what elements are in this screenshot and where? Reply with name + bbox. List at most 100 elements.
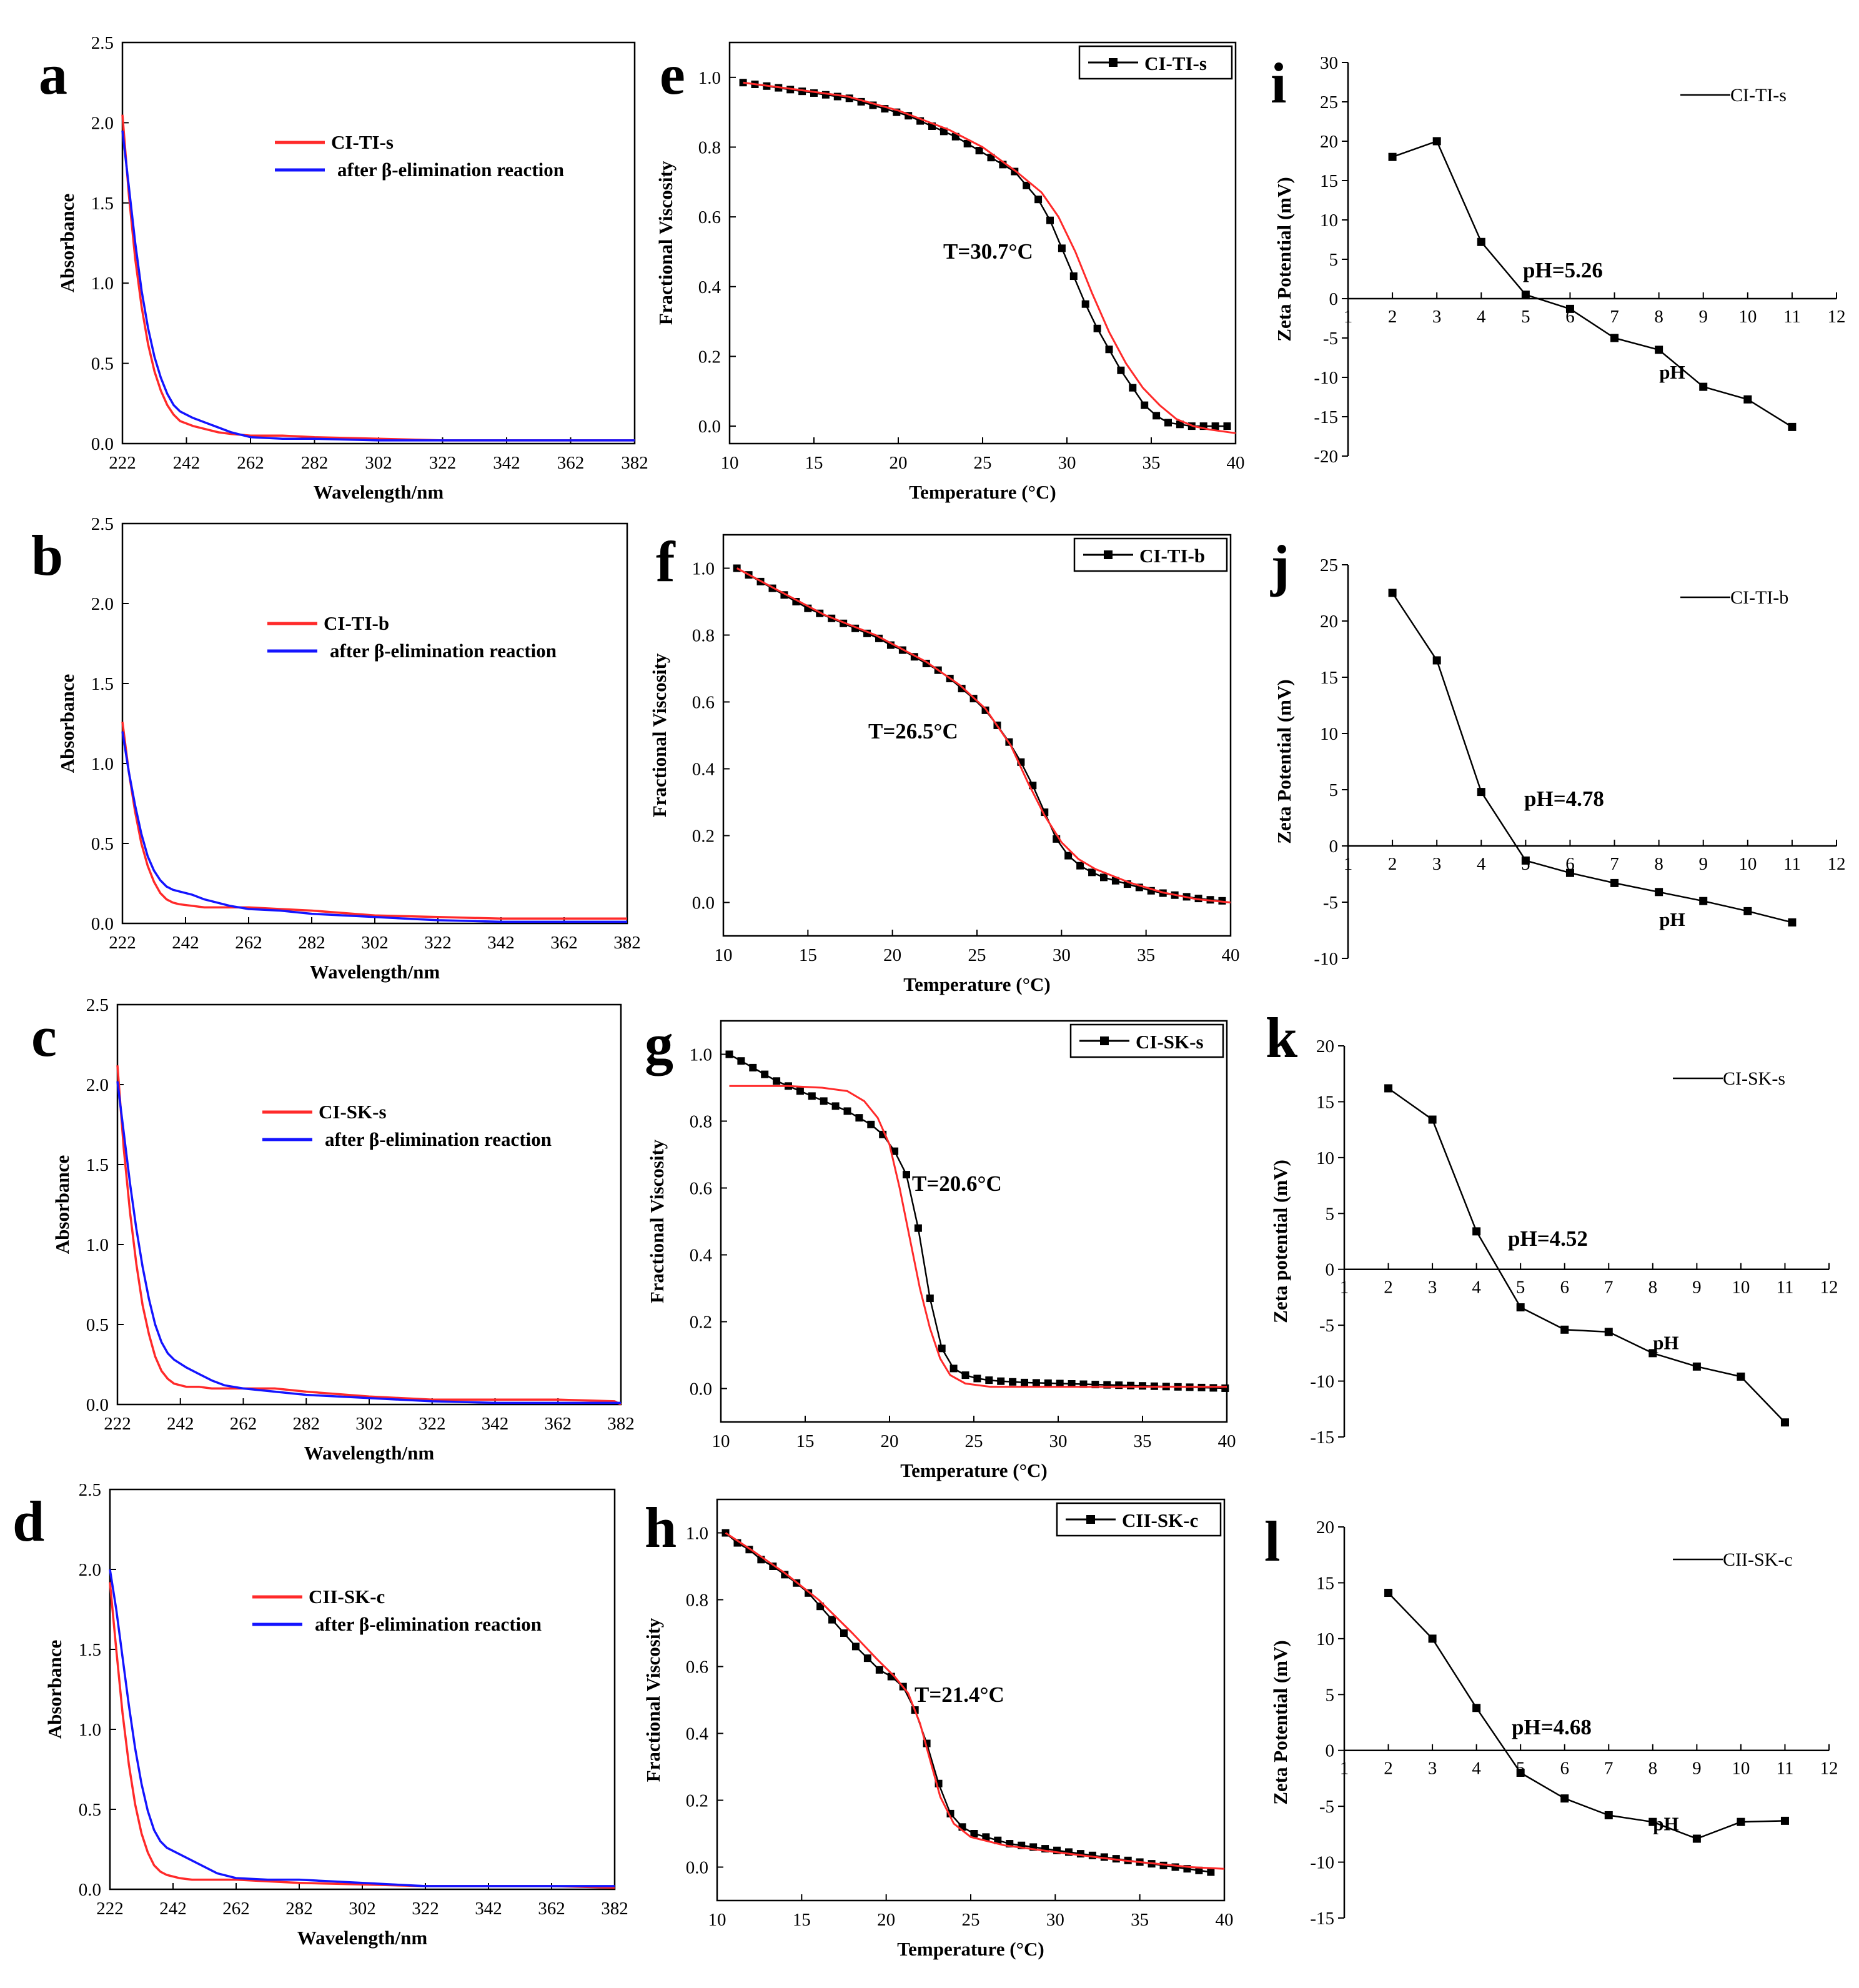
- y-tick-label: 0.8: [698, 137, 721, 157]
- data-point-marker: [1477, 237, 1485, 246]
- data-point-marker: [1692, 1834, 1701, 1843]
- data-point-marker: [1044, 1379, 1052, 1387]
- legend-marker: [1086, 1515, 1095, 1524]
- data-point-marker: [1384, 1084, 1393, 1093]
- x-axis-label: Temperature (°C): [909, 481, 1056, 503]
- y-tick-label: 0.0: [692, 893, 715, 913]
- y-tick-label: 20: [1316, 1518, 1334, 1538]
- data-point-marker: [1076, 862, 1084, 870]
- series-line-fit: [725, 1532, 1225, 1870]
- x-tick-label: 35: [1143, 453, 1161, 473]
- y-axis-label: Zeta Potential (mV): [1273, 177, 1295, 341]
- legend-marker: [1100, 1036, 1109, 1045]
- data-point-marker: [1432, 137, 1441, 146]
- x-tick-label: 8: [1648, 1759, 1658, 1779]
- plot-frame: [109, 1488, 616, 1891]
- panel-g: g 10 15 20 25 30 35 40 0.0 0.2 0.4 0.6 0.8 1.0 Tempera…: [645, 1012, 1236, 1481]
- series-line-fit: [729, 1085, 1227, 1388]
- data-point-marker: [863, 1654, 871, 1662]
- x-tick-label: 222: [109, 453, 136, 473]
- y-tick-label: 0: [1329, 289, 1339, 309]
- y-tick-label: 1.0: [698, 68, 721, 88]
- x-tick-label: 9: [1692, 1278, 1702, 1298]
- x-tick-label: 342: [475, 1899, 502, 1919]
- x-tick-label: 1: [1340, 1759, 1349, 1779]
- data-point-marker: [851, 1643, 860, 1651]
- x-tick-label: 222: [96, 1899, 124, 1919]
- x-tick-label: 40: [1216, 1910, 1234, 1930]
- data-point-marker: [1223, 422, 1231, 430]
- y-tick-label: 20: [1320, 132, 1338, 152]
- x-tick-label: 25: [962, 1910, 980, 1930]
- x-tick-label: 362: [538, 1899, 565, 1919]
- y-axis-label: Fractional Viscosity: [655, 161, 677, 325]
- y-tick-label: 10: [1316, 1148, 1334, 1168]
- x-tick-label: 15: [805, 453, 823, 473]
- y-tick-label: -15: [1310, 1428, 1334, 1448]
- x-tick-label: 3: [1428, 1278, 1437, 1298]
- x-tick-label: 322: [419, 1414, 446, 1434]
- y-tick-label: 5: [1329, 250, 1339, 270]
- y-tick-label: 0.0: [698, 417, 721, 437]
- data-point-marker: [1648, 1817, 1657, 1826]
- x-tick-label: 242: [167, 1414, 194, 1434]
- y-tick-label: 0.5: [91, 834, 114, 854]
- y-tick-label: 2.0: [91, 113, 114, 133]
- panel-e: e 10 15 20 25 30 35 40 0.0 0.2 0.4 0.6 0.8 1.0 Tempera…: [655, 41, 1245, 503]
- data-point-marker: [733, 564, 741, 572]
- data-point-marker: [1032, 1379, 1040, 1387]
- data-point-marker: [963, 139, 971, 147]
- y-tick-label: 0.8: [686, 1591, 708, 1611]
- data-point-marker: [1009, 1378, 1017, 1386]
- x-tick-label: 302: [365, 453, 392, 473]
- data-point-marker: [1068, 1380, 1076, 1388]
- data-point-marker: [796, 1087, 804, 1095]
- x-axis-label: Temperature (°C): [897, 1938, 1044, 1960]
- x-tick-label: 11: [1783, 307, 1801, 327]
- data-point-marker: [1023, 181, 1031, 189]
- x-tick-label: 2: [1384, 1759, 1393, 1779]
- x-tick-label: 382: [613, 933, 641, 953]
- data-point-marker: [1780, 1816, 1789, 1825]
- data-point-marker: [1432, 656, 1441, 665]
- data-point-marker: [939, 127, 948, 136]
- x-tick-label: 3: [1432, 307, 1442, 327]
- x-tick-label: 11: [1776, 1759, 1793, 1779]
- y-tick-label: 0.4: [686, 1724, 709, 1744]
- x-tick-label: 10: [1732, 1278, 1750, 1298]
- x-tick-label: 262: [237, 453, 264, 473]
- y-axis-label: Absorbance: [51, 1155, 73, 1254]
- series-line-data: [736, 567, 1222, 902]
- x-tick-label: 302: [349, 1899, 376, 1919]
- y-tick-label: 2.5: [79, 1480, 101, 1500]
- x-tick-label: 30: [1049, 1431, 1068, 1451]
- transition-temp-annotation: T=30.7°C: [943, 239, 1033, 264]
- y-tick-label: 0.0: [79, 1880, 101, 1900]
- series-line-data: [1392, 592, 1793, 923]
- panel-letter: l: [1264, 1509, 1281, 1573]
- x-tick-label: 12: [1820, 1278, 1838, 1298]
- data-point-marker: [1604, 1811, 1613, 1819]
- x-tick-label: 7: [1604, 1759, 1614, 1779]
- x-tick-label: 362: [550, 933, 578, 953]
- data-point-marker: [926, 1295, 934, 1303]
- x-tick-label: 282: [301, 453, 329, 473]
- x-tick-label: 262: [222, 1899, 250, 1919]
- data-point-marker: [1560, 1325, 1569, 1334]
- x-tick-label: 2: [1388, 854, 1397, 874]
- x-tick-label: 222: [109, 933, 136, 953]
- panel-letter: g: [645, 1012, 673, 1076]
- y-tick-label: 2.0: [79, 1560, 101, 1580]
- data-point-marker: [1699, 382, 1708, 391]
- x-tick-label: 40: [1222, 945, 1240, 965]
- x-tick-label: 242: [172, 933, 199, 953]
- x-tick-label: 382: [621, 453, 648, 473]
- y-tick-label: 0.6: [698, 207, 721, 227]
- x-tick-label: 30: [1053, 945, 1071, 965]
- y-axis-label: Zeta Potential (mV): [1269, 1640, 1291, 1804]
- x-tick-label: 1: [1344, 854, 1353, 874]
- x-tick-label: 242: [159, 1899, 187, 1919]
- data-point-marker: [749, 1063, 757, 1071]
- panel-b: b 222 242 262 282 302 322 342 362 382 0.0 0.5 1.0 1.5…: [31, 514, 641, 983]
